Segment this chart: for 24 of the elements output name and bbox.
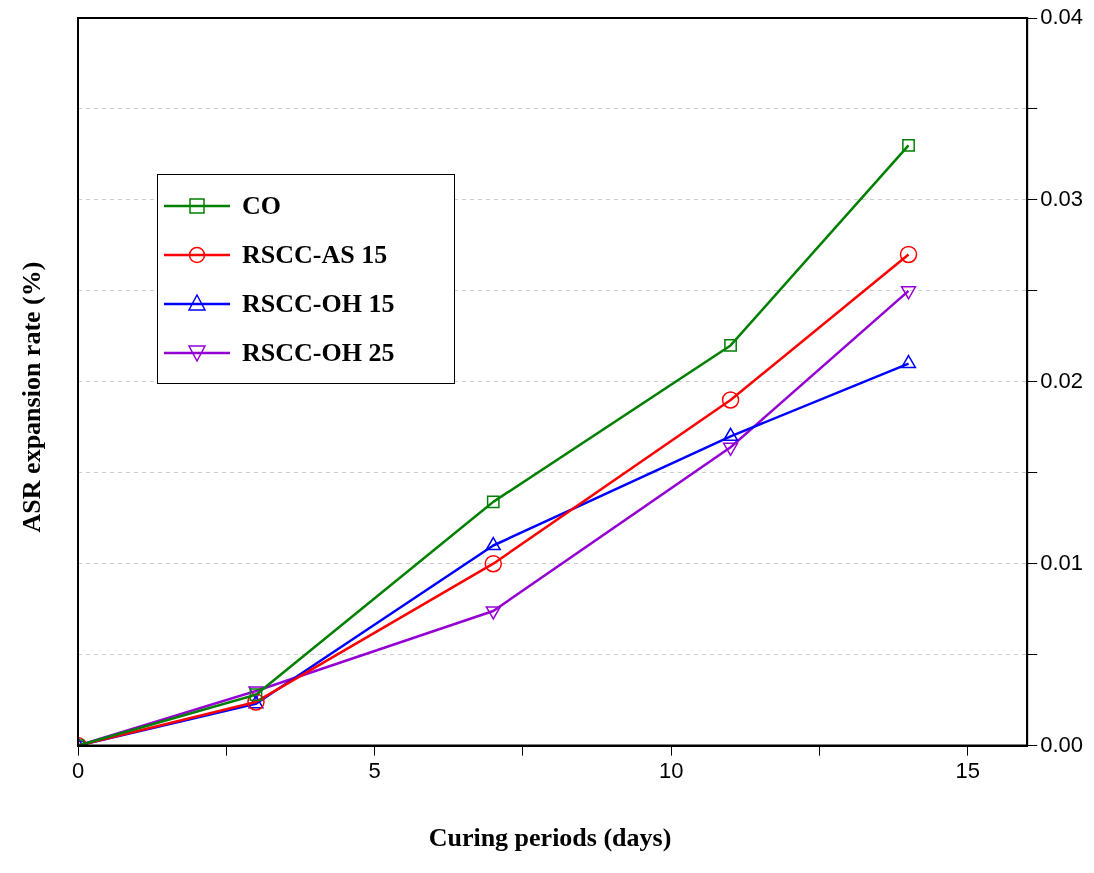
point — [484, 554, 503, 573]
point — [899, 245, 918, 264]
y-tick-label: 0.03 — [1040, 185, 1084, 211]
y-axis-title: ASR expansion rate (%) — [17, 261, 47, 533]
x-axis-title: Curing periods (days) — [428, 823, 672, 853]
x-tick-label: 0 — [71, 757, 85, 783]
x-tick-label: 5 — [368, 757, 381, 783]
point — [722, 427, 739, 442]
y-tick-label: 0.02 — [1040, 367, 1084, 393]
y-tick-label: 0.01 — [1040, 549, 1084, 575]
y-tick-label: 0.04 — [1040, 4, 1084, 30]
legend-label: RSCC-OH 25 — [242, 337, 395, 368]
point — [724, 339, 737, 352]
point — [486, 495, 500, 509]
point — [902, 138, 915, 152]
x-tick-label: 10 — [659, 757, 684, 783]
point — [721, 391, 740, 409]
legend-label: RSCC-AS 15 — [242, 239, 388, 270]
point — [900, 354, 917, 369]
x-tick-label: 15 — [955, 757, 981, 783]
y-tick-label: 0.00 — [1040, 731, 1084, 757]
legend-label: RSCC-OH 15 — [242, 288, 395, 319]
legend-label: CO — [242, 190, 281, 221]
point — [485, 536, 501, 551]
